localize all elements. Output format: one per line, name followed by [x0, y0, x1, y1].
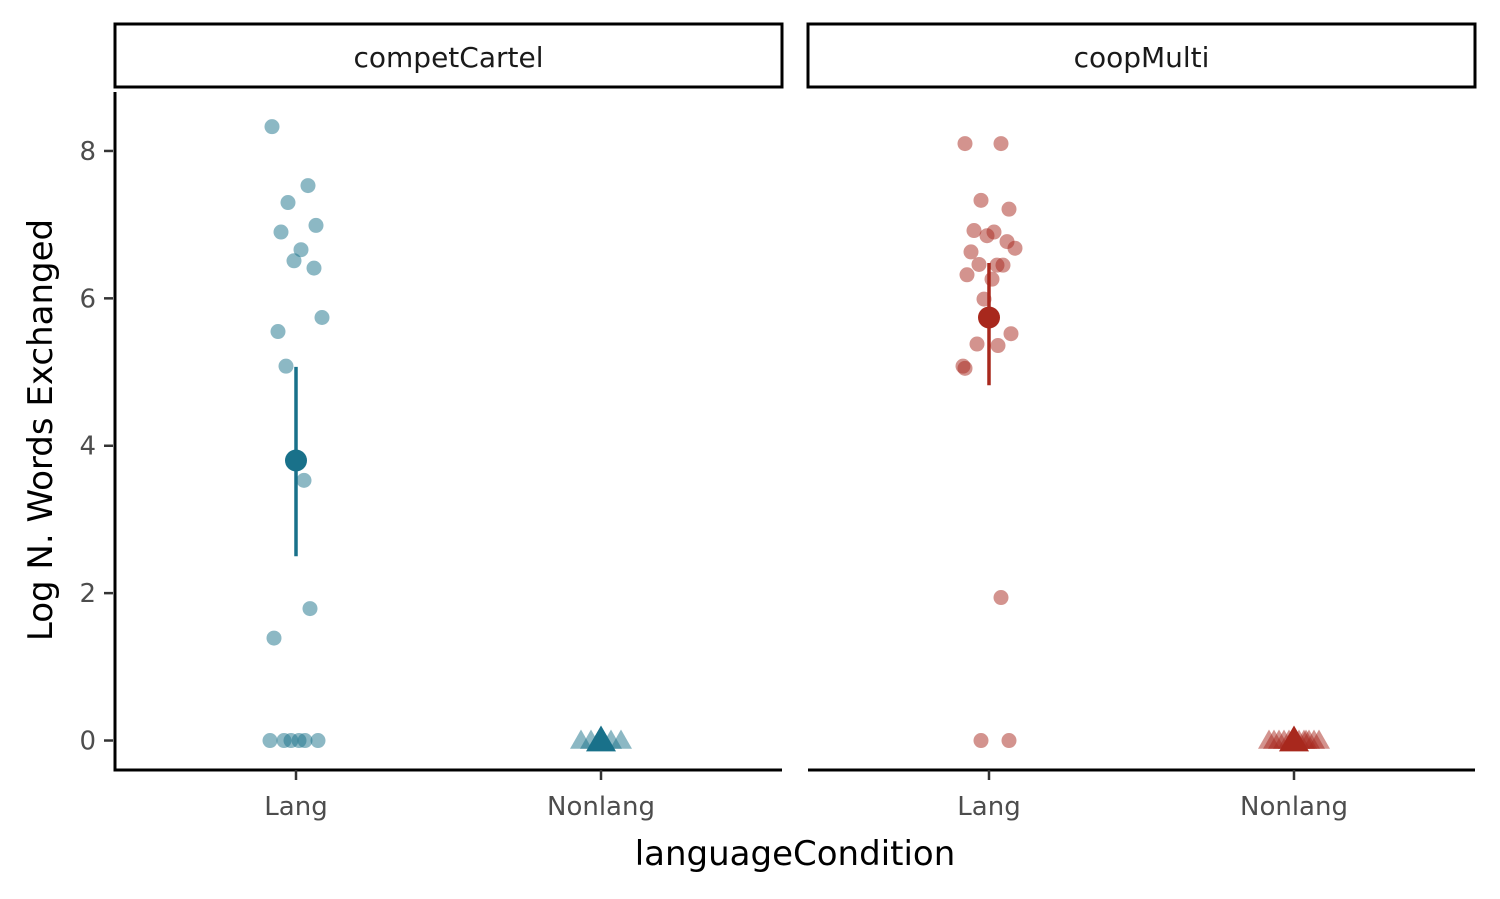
data-point	[993, 590, 1009, 606]
data-point	[995, 257, 1011, 273]
data-point	[993, 136, 1009, 152]
data-point	[973, 192, 989, 208]
y-tick-label: 4	[79, 432, 96, 462]
facet-strip-label: competCartel	[354, 41, 544, 74]
data-point	[959, 267, 975, 283]
data-point	[1007, 240, 1023, 256]
x-axis-title: languageCondition	[635, 834, 956, 874]
data-point	[296, 472, 312, 488]
y-tick-label: 8	[79, 137, 96, 167]
facet-strip	[113, 22, 784, 89]
y-axis: 0 2 4 6 8	[79, 137, 113, 757]
y-tick-label: 2	[79, 579, 96, 609]
data-point	[308, 217, 324, 233]
data-point	[262, 733, 278, 749]
data-point	[957, 360, 973, 376]
x-tick-label: Nonlang	[1240, 792, 1348, 822]
data-point	[957, 136, 973, 152]
data-point	[966, 223, 982, 239]
data-point	[984, 271, 1000, 287]
facet-strip	[806, 22, 1477, 89]
data-point	[969, 336, 985, 352]
data-point	[302, 601, 318, 617]
y-tick-label: 0	[79, 727, 96, 757]
data-point	[963, 244, 979, 260]
mean-marker	[978, 306, 1000, 329]
data-point	[1001, 201, 1017, 217]
data-point	[1258, 729, 1280, 749]
x-tick-label: Lang	[957, 792, 1020, 822]
data-point	[273, 224, 289, 240]
data-point	[610, 729, 632, 749]
data-point	[297, 733, 313, 749]
chart-panels: competCartel Lang Nonlang coopMulti Lang Nonl…	[113, 22, 1477, 822]
data-point	[990, 338, 1006, 354]
data-point	[280, 195, 296, 211]
panel-competCartel: competCartel Lang Nonlang	[113, 22, 784, 822]
y-axis-title: Log N. Words Exchanged	[21, 219, 61, 641]
data-point	[270, 324, 286, 340]
facet-strip-label: coopMulti	[1074, 41, 1210, 74]
data-point	[306, 260, 322, 276]
data-point	[286, 253, 302, 269]
data-point	[973, 733, 989, 749]
mean-marker	[1279, 725, 1309, 752]
data-point	[1003, 326, 1019, 342]
data-point	[300, 178, 316, 194]
data-point	[276, 733, 292, 749]
y-tick-label: 6	[79, 284, 96, 314]
data-point	[278, 358, 294, 374]
data-point	[264, 119, 280, 135]
data-point	[979, 228, 995, 244]
data-point	[314, 310, 330, 326]
data-point	[310, 733, 326, 749]
mean-marker	[586, 725, 616, 752]
data-point	[293, 242, 309, 258]
data-point	[1001, 733, 1017, 749]
data-point	[266, 630, 282, 646]
panel-coopMulti: coopMulti Lang Nonlang	[806, 22, 1477, 822]
data-point	[971, 256, 987, 272]
mean-marker	[285, 449, 307, 472]
x-tick-label: Nonlang	[547, 792, 655, 822]
x-tick-label: Lang	[264, 792, 327, 822]
